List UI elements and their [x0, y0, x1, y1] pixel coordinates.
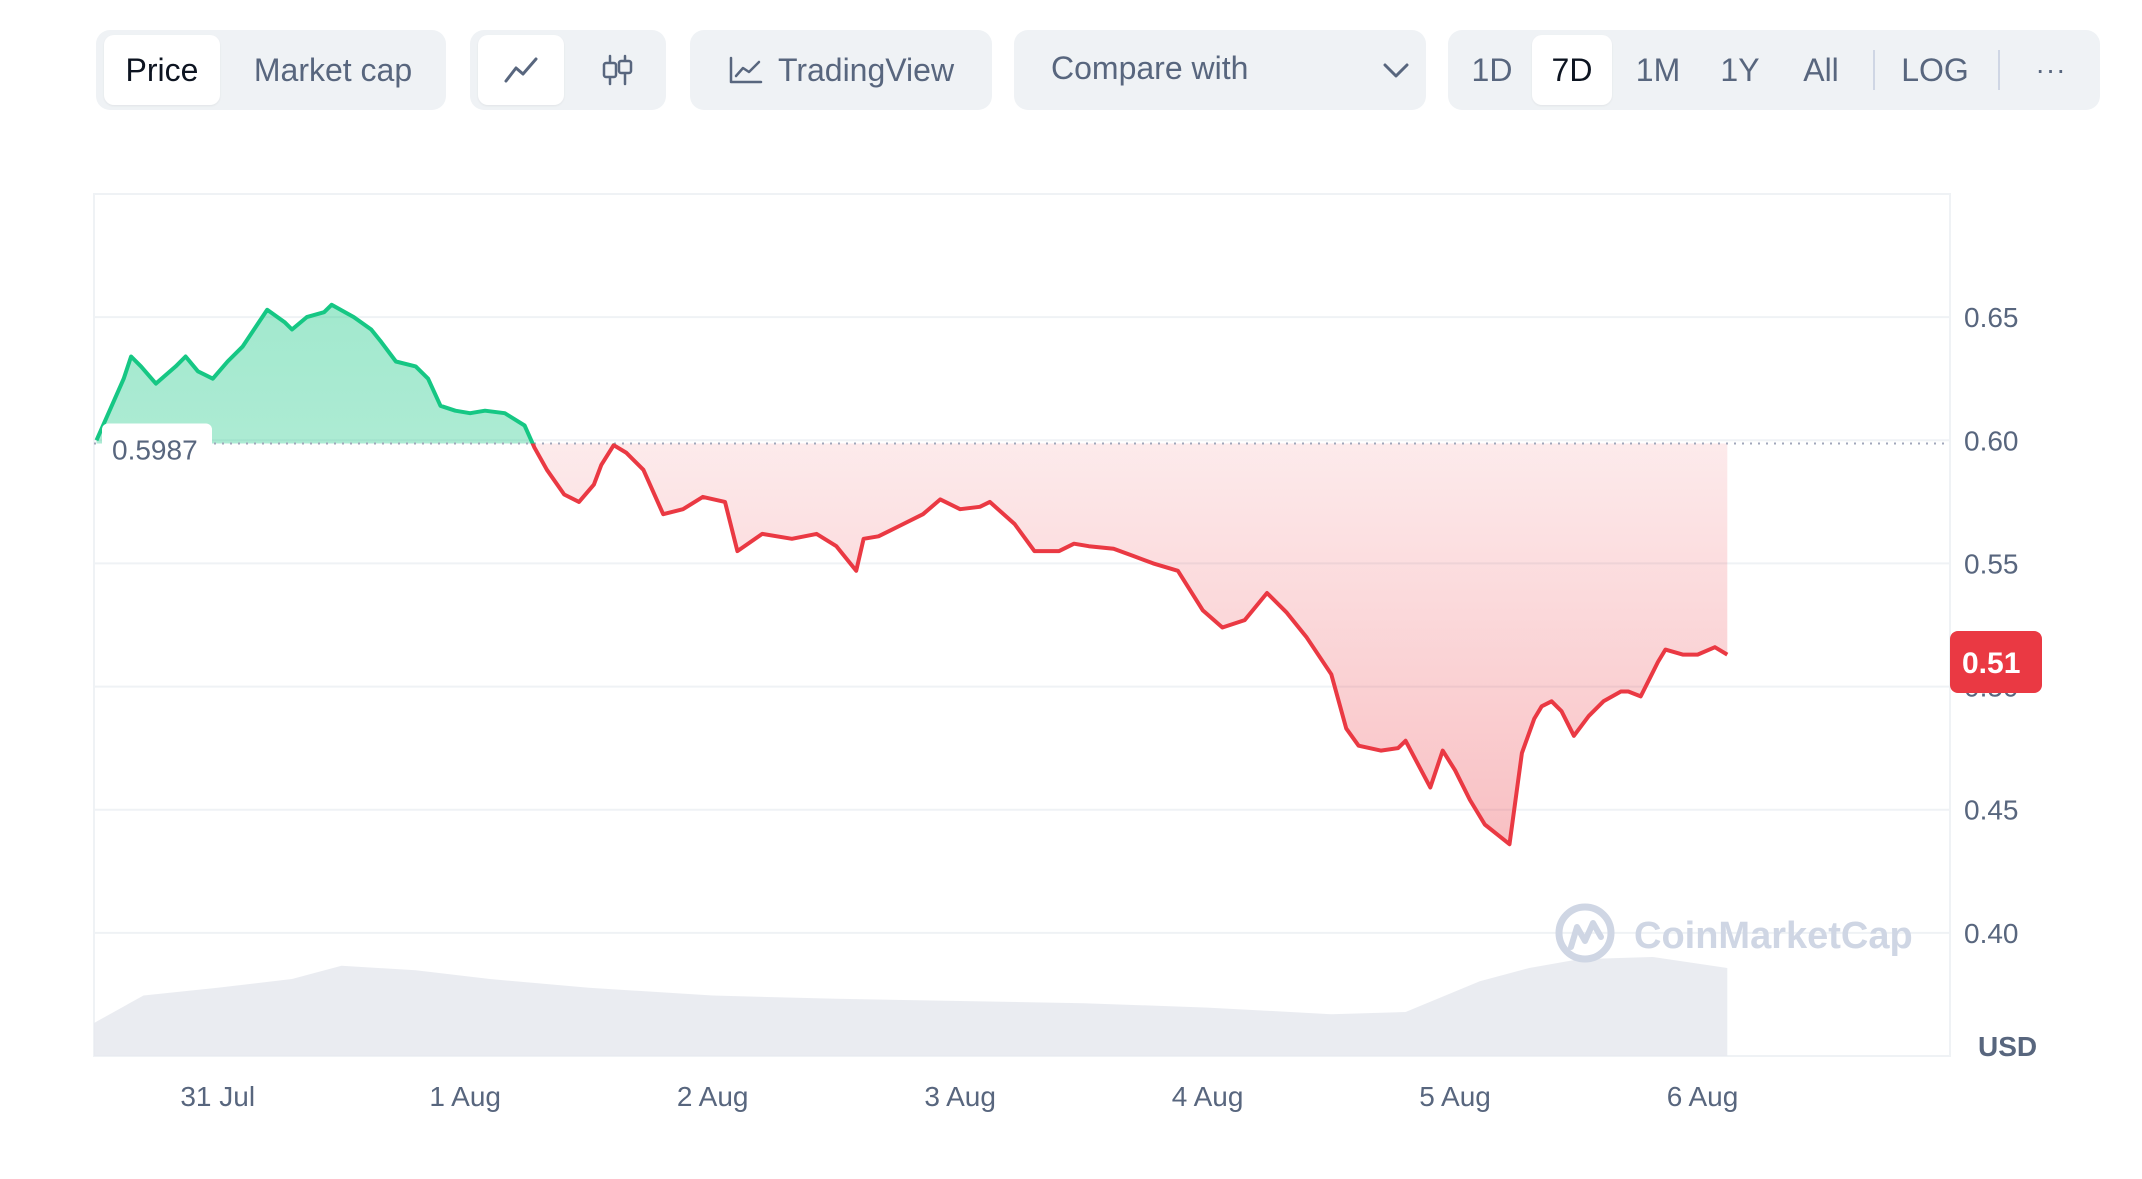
- price-line-down: [530, 443, 1729, 847]
- price-chart: CoinMarketCap 0.650.600.550.500.450.40 3…: [0, 140, 2142, 1174]
- baseline-label-text: 0.5987: [112, 434, 198, 465]
- price-area-up: [96, 304, 533, 444]
- range-1m[interactable]: 1M: [1618, 35, 1698, 105]
- compare-label: Compare with: [1051, 50, 1249, 86]
- chevron-down-icon: [1383, 63, 1409, 78]
- x-tick-label: 31 Jul: [180, 1081, 255, 1112]
- range-divider: [1873, 50, 1875, 90]
- line-chart-icon: [504, 57, 538, 83]
- chart-type-toggle: [470, 30, 666, 110]
- tradingview-button[interactable]: TradingView: [690, 30, 992, 110]
- current-price-label-bg: [1950, 630, 2042, 693]
- range-7d-label: 7D: [1551, 51, 1593, 88]
- tradingview-inner: TradingView: [690, 35, 992, 105]
- y-tick-label: 0.55: [1964, 548, 2019, 579]
- tab-market-cap-label: Market cap: [253, 51, 413, 88]
- watermark-logo-mark: [1568, 920, 1604, 950]
- tradingview-label: TradingView: [777, 51, 955, 88]
- range-all-label: All: [1803, 51, 1839, 88]
- y-tick-label: 0.45: [1964, 795, 2019, 826]
- current-price-label-text: 0.51: [1962, 647, 2020, 680]
- log-toggle[interactable]: LOG: [1888, 35, 1982, 105]
- range-selector: 1D 7D 1M 1Y All LOG ···: [1448, 30, 2100, 110]
- y-tick-label: 0.65: [1964, 302, 2019, 333]
- x-axis: 31 Jul 1 Aug 2 Aug 3 Aug 4 Aug 5 Aug 6 Aug: [180, 1081, 1738, 1112]
- current-price-label: 0.51: [1950, 630, 2042, 693]
- y-tick-label: 0.40: [1964, 918, 2019, 949]
- tab-price[interactable]: Price: [104, 35, 220, 105]
- candlestick-button[interactable]: [574, 35, 660, 105]
- line-chart-button[interactable]: [478, 35, 564, 105]
- tab-market-cap[interactable]: Market cap: [230, 35, 436, 105]
- range-7d[interactable]: 7D: [1532, 35, 1612, 105]
- range-1d[interactable]: 1D: [1456, 35, 1528, 105]
- x-tick-label: 6 Aug: [1667, 1081, 1739, 1112]
- tradingview-icon: [729, 56, 763, 84]
- watermark: CoinMarketCap: [1555, 903, 1913, 963]
- view-tabs: Price Market cap: [96, 30, 446, 110]
- compare-dropdown[interactable]: Compare with: [1014, 30, 1426, 110]
- range-1d-label: 1D: [1471, 51, 1513, 88]
- tab-price-label: Price: [125, 51, 199, 88]
- log-label: LOG: [1901, 51, 1969, 88]
- range-all[interactable]: All: [1784, 35, 1858, 105]
- y-tick-label: 0.60: [1964, 425, 2019, 456]
- currency-label: USD: [1978, 1031, 2037, 1062]
- x-tick-label: 2 Aug: [677, 1081, 749, 1112]
- price-area-down: [96, 443, 1728, 845]
- volume-area-path: [94, 957, 1728, 1056]
- x-tick-label: 1 Aug: [429, 1081, 501, 1112]
- more-icon: ···: [2035, 54, 2067, 85]
- x-tick-label: 3 Aug: [924, 1081, 996, 1112]
- chart-toolbar: Price Market cap TradingView: [0, 0, 2142, 140]
- candlestick-icon: [602, 54, 633, 86]
- watermark-logo-icon: [1555, 903, 1615, 963]
- volume-area: [94, 957, 1728, 1056]
- price-line-up: [94, 302, 615, 444]
- y-axis: 0.650.600.550.500.450.40: [1964, 302, 2019, 949]
- range-1y-label: 1Y: [1720, 51, 1760, 88]
- more-button[interactable]: ···: [2010, 35, 2092, 105]
- more-divider: [1998, 50, 2000, 90]
- x-tick-label: 4 Aug: [1172, 1081, 1244, 1112]
- baseline-label: 0.5987: [102, 423, 212, 468]
- range-1y[interactable]: 1Y: [1704, 35, 1776, 105]
- x-tick-label: 5 Aug: [1419, 1081, 1491, 1112]
- price-chart-svg: CoinMarketCap 0.650.600.550.500.450.40 3…: [93, 193, 2042, 1112]
- watermark-text: CoinMarketCap: [1634, 915, 1913, 957]
- baseline-label-bg: [102, 423, 212, 468]
- range-1m-label: 1M: [1635, 51, 1681, 88]
